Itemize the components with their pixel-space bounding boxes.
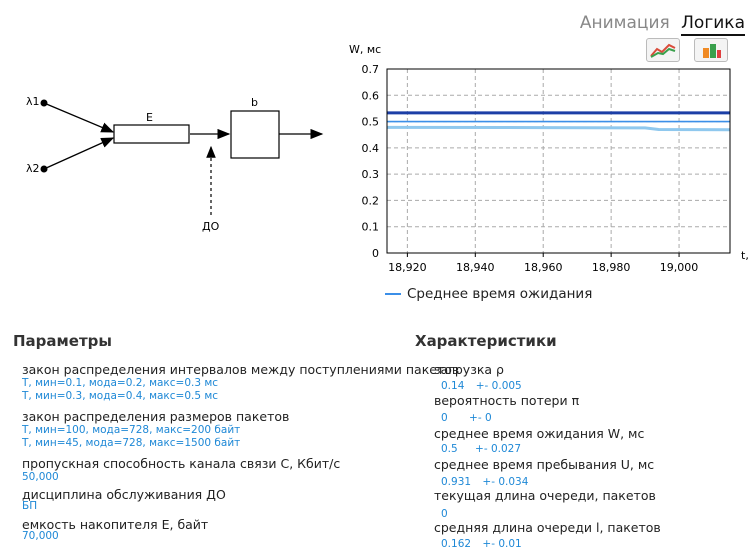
buffer-box bbox=[113, 124, 190, 144]
y-axis-label: W, мс bbox=[349, 43, 381, 56]
y-tick-label: 0.1 bbox=[362, 221, 380, 234]
x-tick-label: 19,000 bbox=[660, 261, 699, 274]
stat-value: 0 +- 0 bbox=[441, 412, 492, 424]
x-axis-label: t, bbox=[741, 249, 749, 262]
param-value[interactable]: Т, мин=0.1, мода=0.2, макс=0.3 мс bbox=[22, 377, 219, 389]
param-value[interactable]: Т, мин=100, мода=728, макс=200 байт bbox=[22, 424, 241, 436]
chart-series bbox=[386, 111, 731, 132]
stat-label: текущая длина очереди, пакетов bbox=[434, 488, 656, 503]
plot-frame bbox=[386, 68, 731, 254]
lambda1-label: λ1 bbox=[26, 95, 40, 108]
y-tick-label: 0.6 bbox=[362, 89, 380, 102]
x-tick-label: 18,980 bbox=[592, 261, 631, 274]
arrow-lambda2 bbox=[43, 137, 115, 170]
arrow-lambda1 bbox=[43, 102, 115, 133]
line-chart-button[interactable] bbox=[646, 38, 680, 62]
stat-label: среднее время пребывания U, мс bbox=[434, 457, 655, 472]
param-value[interactable]: БП bbox=[22, 500, 38, 512]
param-value[interactable]: 50,000 bbox=[22, 471, 59, 483]
y-tick-label: 0 bbox=[372, 247, 379, 260]
stat-value: 0.162 +- 0.01 bbox=[441, 538, 522, 550]
x-tick-label: 18,920 bbox=[388, 261, 427, 274]
chart-legend: Среднее время ожидания bbox=[385, 286, 592, 302]
param-label: емкость накопителя E, байт bbox=[22, 517, 209, 532]
stat-value: 0.14 +- 0.005 bbox=[441, 380, 522, 392]
y-tick-label: 0.7 bbox=[362, 63, 380, 76]
waiting-time-chart: 0 0.1 0.2 0.3 0.4 0.5 0.6 0.7 18,920 18,940 18,96… bbox=[349, 43, 749, 274]
queue-diagram: λ1 λ2 E b ДО bbox=[26, 95, 324, 233]
stat-label: загрузка ρ bbox=[434, 362, 504, 377]
buffer-label: E bbox=[146, 111, 153, 124]
tab-animation[interactable]: Анимация bbox=[579, 13, 670, 33]
stat-value: 0.5 +- 0.027 bbox=[441, 443, 522, 455]
bar-chart-icon bbox=[703, 44, 721, 58]
param-label: закон распределения интервалов между пос… bbox=[22, 362, 460, 377]
parameters-title: Параметры bbox=[13, 332, 112, 350]
param-label: закон распределения размеров пакетов bbox=[22, 409, 290, 424]
param-label: пропускная способность канала связи C, К… bbox=[22, 456, 341, 471]
stat-value: 0 bbox=[441, 508, 448, 520]
legend-label: Среднее время ожидания bbox=[407, 286, 593, 302]
y-tick-label: 0.4 bbox=[362, 142, 380, 155]
view-tabs: Анимация Логика bbox=[579, 13, 745, 36]
stat-label: среднее время ожидания W, мс bbox=[434, 426, 645, 441]
y-tick-label: 0.2 bbox=[362, 194, 380, 207]
x-tick-label: 18,940 bbox=[456, 261, 495, 274]
server-box bbox=[230, 110, 280, 159]
stat-label: средняя длина очереди l, пакетов bbox=[434, 520, 661, 535]
discipline-label: ДО bbox=[202, 220, 220, 233]
line-chart-icon bbox=[650, 43, 676, 58]
tab-logic[interactable]: Логика bbox=[681, 13, 745, 36]
chart-grid bbox=[387, 69, 730, 253]
lambda2-label: λ2 bbox=[26, 162, 40, 175]
param-value[interactable]: Т, мин=0.3, мода=0.4, макс=0.5 мс bbox=[22, 390, 219, 402]
stat-value: 0.931 +- 0.034 bbox=[441, 476, 529, 488]
series-line-2 bbox=[386, 125, 731, 132]
param-value[interactable]: 70,000 bbox=[22, 530, 59, 542]
x-tick-label: 18,960 bbox=[524, 261, 563, 274]
y-tick-label: 0.5 bbox=[362, 116, 380, 129]
characteristics-title: Характеристики bbox=[415, 332, 557, 350]
bar-chart-button[interactable] bbox=[694, 38, 728, 62]
param-value[interactable]: Т, мин=45, мода=728, макс=1500 байт bbox=[22, 437, 241, 449]
legend-swatch bbox=[385, 293, 401, 295]
stat-label: вероятность потери π bbox=[434, 393, 580, 408]
param-label: дисциплина обслуживания ДО bbox=[22, 487, 226, 502]
y-tick-label: 0.3 bbox=[362, 168, 380, 181]
server-label: b bbox=[251, 96, 258, 109]
